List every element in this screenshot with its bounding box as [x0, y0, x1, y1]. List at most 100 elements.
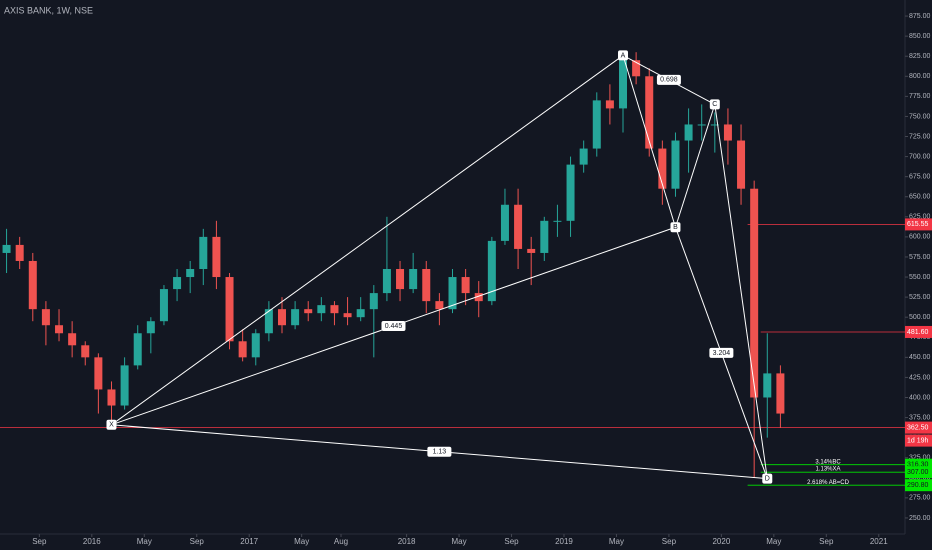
- candle-body: [330, 305, 339, 314]
- y-tick-label: 375.00: [909, 414, 931, 421]
- candle-body: [317, 305, 326, 314]
- price-badge-label: 290.80: [907, 482, 929, 489]
- pattern-point-box: [762, 473, 773, 484]
- candle-body: [81, 345, 90, 358]
- y-tick-label: 425.00: [909, 374, 931, 381]
- candle-body: [264, 309, 273, 334]
- countdown-badge: [905, 434, 932, 447]
- candle-body: [238, 341, 247, 358]
- pattern-point-box: [618, 50, 629, 61]
- pattern-point-label: C: [712, 101, 717, 108]
- candle-body: [396, 269, 405, 290]
- x-tick-label: Sep: [32, 537, 47, 546]
- pattern-point-label: X: [109, 422, 114, 429]
- y-tick-label: 775.00: [909, 93, 931, 100]
- y-tick-label: 825.00: [909, 53, 931, 60]
- candle-body: [474, 293, 483, 302]
- candle-body: [133, 333, 142, 366]
- candle-body: [671, 140, 680, 189]
- x-tick-label: May: [609, 537, 624, 546]
- y-tick-label: 275.00: [909, 495, 931, 502]
- candle-body: [15, 244, 24, 261]
- y-tick-label: 750.00: [909, 113, 931, 120]
- candle-body: [199, 236, 208, 270]
- y-tick-label: 525.00: [909, 294, 931, 301]
- candle-body: [763, 373, 772, 398]
- candle-body: [500, 204, 509, 241]
- candle-body: [658, 148, 667, 189]
- ratio-box: [709, 347, 734, 358]
- candle-body: [527, 248, 536, 253]
- price-badge: [905, 218, 932, 231]
- candle-body: [697, 124, 706, 126]
- candle-body: [277, 309, 286, 326]
- candle-body: [120, 365, 129, 406]
- y-tick-label: 725.00: [909, 133, 931, 140]
- candle-body: [55, 325, 64, 334]
- candle-body: [343, 313, 352, 318]
- candle-body: [41, 309, 50, 326]
- pattern-leg: [111, 55, 624, 426]
- x-tick-label: 2019: [555, 537, 573, 546]
- ratio-label: 0.445: [385, 323, 403, 330]
- candle-body: [776, 373, 785, 414]
- candle-body: [632, 60, 641, 77]
- ratio-box: [656, 74, 681, 85]
- price-badge-label: 307.00: [907, 469, 929, 476]
- y-tick-label: 700.00: [909, 153, 931, 160]
- candle-body: [304, 309, 313, 314]
- candle-body: [514, 204, 523, 249]
- candle-body: [605, 100, 614, 109]
- x-tick-label: 2016: [83, 537, 101, 546]
- x-tick-label: May: [451, 537, 466, 546]
- candle-body: [619, 60, 628, 109]
- candle-body: [540, 220, 549, 253]
- pattern-point-box: [106, 419, 117, 430]
- y-tick-label: 500.00: [909, 314, 931, 321]
- x-tick-label: Sep: [819, 537, 834, 546]
- candle-body: [251, 333, 260, 358]
- price-badge: [905, 479, 932, 492]
- y-tick-label: 550.00: [909, 274, 931, 281]
- level-note: 3.14%BC: [815, 459, 841, 465]
- y-tick-label: 675.00: [909, 174, 931, 181]
- y-tick-label: 625.00: [909, 214, 931, 221]
- candle-body: [422, 269, 431, 302]
- x-tick-label: 2017: [240, 537, 258, 546]
- price-badge-label: 615.55: [907, 221, 929, 228]
- x-tick-label: 2020: [712, 537, 730, 546]
- countdown-label: 1d 19h: [907, 437, 929, 444]
- y-tick-label: 875.00: [909, 13, 931, 20]
- price-badge-label: 316.30: [907, 462, 929, 469]
- candle-body: [356, 309, 365, 318]
- x-tick-label: 2021: [870, 537, 888, 546]
- ratio-label: 0.698: [660, 77, 678, 84]
- ratio-label: 1.13: [433, 449, 447, 456]
- candle-body: [107, 389, 116, 406]
- pattern-point-box: [670, 222, 681, 233]
- candle-body: [68, 333, 77, 346]
- candle-body: [645, 76, 654, 149]
- candle-body: [159, 289, 168, 322]
- x-tick-label: Sep: [662, 537, 677, 546]
- x-tick-label: Aug: [334, 537, 348, 546]
- price-badge-label: 362.50: [907, 424, 929, 431]
- x-tick-label: Sep: [190, 537, 205, 546]
- ratio-box: [427, 446, 452, 457]
- candle-body: [291, 309, 300, 326]
- candle-body: [461, 277, 470, 294]
- pattern-point-label: B: [673, 224, 678, 231]
- y-tick-label: 850.00: [909, 33, 931, 40]
- candle-body: [750, 188, 759, 398]
- pattern-point-box: [709, 99, 720, 110]
- x-tick-label: May: [766, 537, 781, 546]
- pattern-point-label: A: [621, 52, 626, 59]
- x-tick-label: 2018: [398, 537, 416, 546]
- candle-body: [212, 236, 221, 278]
- candle-body: [2, 244, 11, 253]
- candle-body: [487, 240, 496, 302]
- y-tick-label: 450.00: [909, 354, 931, 361]
- candle-body: [146, 321, 155, 334]
- y-tick-label: 575.00: [909, 254, 931, 261]
